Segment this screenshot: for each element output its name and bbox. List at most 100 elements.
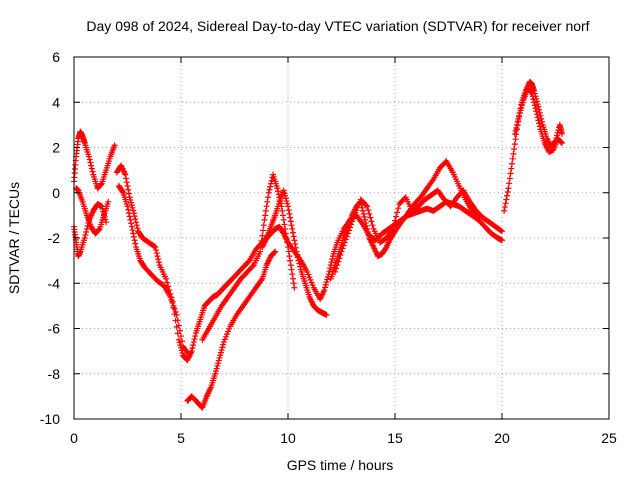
data-points: [71, 78, 565, 411]
data-point: [530, 96, 537, 103]
data-point: [291, 237, 298, 244]
data-point: [83, 225, 90, 232]
data-point: [364, 228, 371, 235]
data-point: [286, 210, 293, 217]
data-point: [125, 206, 132, 213]
data-point: [503, 196, 510, 203]
data-point: [265, 189, 272, 196]
data-point: [126, 213, 133, 220]
x-tick-label: 25: [601, 430, 617, 446]
y-axis-ticks: -10 -8 -6 -4 -2 0 2 4 6: [40, 49, 609, 427]
data-point: [341, 239, 348, 246]
data-point: [337, 251, 344, 258]
data-point: [290, 233, 297, 240]
data-point: [531, 102, 538, 109]
data-point: [215, 357, 222, 364]
x-tick-label: 15: [387, 430, 403, 446]
y-tick-label: 2: [52, 140, 60, 156]
data-point: [125, 186, 132, 193]
x-axis-ticks: 0 5 10 15 20 25: [70, 57, 617, 446]
data-point: [128, 220, 135, 227]
data-point: [501, 204, 508, 211]
data-point: [133, 222, 140, 229]
data-point: [249, 263, 256, 270]
data-point: [220, 341, 227, 348]
data-point: [216, 354, 223, 361]
data-point: [497, 227, 504, 234]
data-point: [364, 203, 371, 210]
data-point: [172, 308, 179, 315]
data-point: [81, 235, 88, 241]
data-point: [322, 284, 329, 291]
data-point: [307, 276, 314, 283]
data-point: [531, 99, 538, 106]
data-point: [327, 265, 334, 272]
data-point: [508, 165, 515, 172]
data-point: [333, 265, 340, 272]
data-point: [174, 317, 181, 324]
y-tick-label: 4: [52, 94, 60, 110]
x-tick-label: 20: [494, 430, 510, 446]
data-point: [558, 139, 565, 146]
data-point: [186, 352, 193, 359]
data-point: [226, 325, 233, 332]
data-point: [260, 227, 267, 234]
data-point: [129, 204, 136, 211]
data-point: [288, 222, 295, 229]
data-point: [334, 262, 341, 269]
data-point: [85, 153, 92, 160]
data-point: [163, 275, 170, 282]
data-point: [170, 302, 177, 309]
data-point: [165, 283, 172, 290]
data-point: [353, 207, 360, 214]
data-point: [348, 221, 355, 228]
data-point: [558, 139, 565, 146]
data-point: [289, 229, 296, 236]
data-point: [528, 90, 535, 97]
data-point: [362, 219, 369, 226]
data-point: [88, 162, 95, 169]
data-point: [518, 102, 525, 109]
data-point: [516, 110, 523, 117]
data-point: [264, 198, 271, 205]
data-point: [502, 200, 509, 207]
data-point: [287, 257, 294, 264]
data-point: [345, 227, 352, 234]
data-point: [359, 207, 366, 214]
data-point: [266, 186, 273, 193]
data-point: [98, 181, 105, 188]
data-point: [362, 216, 369, 223]
y-axis-label: SDTVAR / TECUs: [6, 182, 22, 294]
data-point: [127, 216, 134, 223]
data-point: [281, 190, 288, 197]
data-point: [297, 263, 304, 270]
data-point: [265, 194, 272, 201]
data-point: [365, 207, 372, 214]
data-point: [360, 210, 367, 217]
data-point: [347, 224, 354, 231]
data-point: [309, 282, 316, 289]
data-point: [154, 253, 161, 260]
data-point: [283, 235, 290, 241]
data-point: [123, 179, 130, 186]
data-point: [111, 142, 118, 149]
data-point: [125, 190, 132, 197]
data-point: [536, 120, 543, 127]
data-point: [275, 188, 282, 195]
data-point: [506, 180, 513, 187]
data-point: [134, 225, 141, 232]
data-point: [287, 218, 294, 225]
data-point: [558, 130, 565, 137]
data-point: [164, 279, 171, 286]
data-point: [87, 159, 94, 166]
data-point: [326, 268, 333, 275]
data-point: [342, 236, 349, 243]
data-point: [292, 241, 299, 248]
data-point: [367, 214, 374, 221]
data-point: [262, 212, 269, 219]
data-point: [533, 111, 540, 118]
data-point: [533, 98, 540, 105]
data-point: [515, 115, 522, 122]
data-point: [510, 150, 517, 157]
